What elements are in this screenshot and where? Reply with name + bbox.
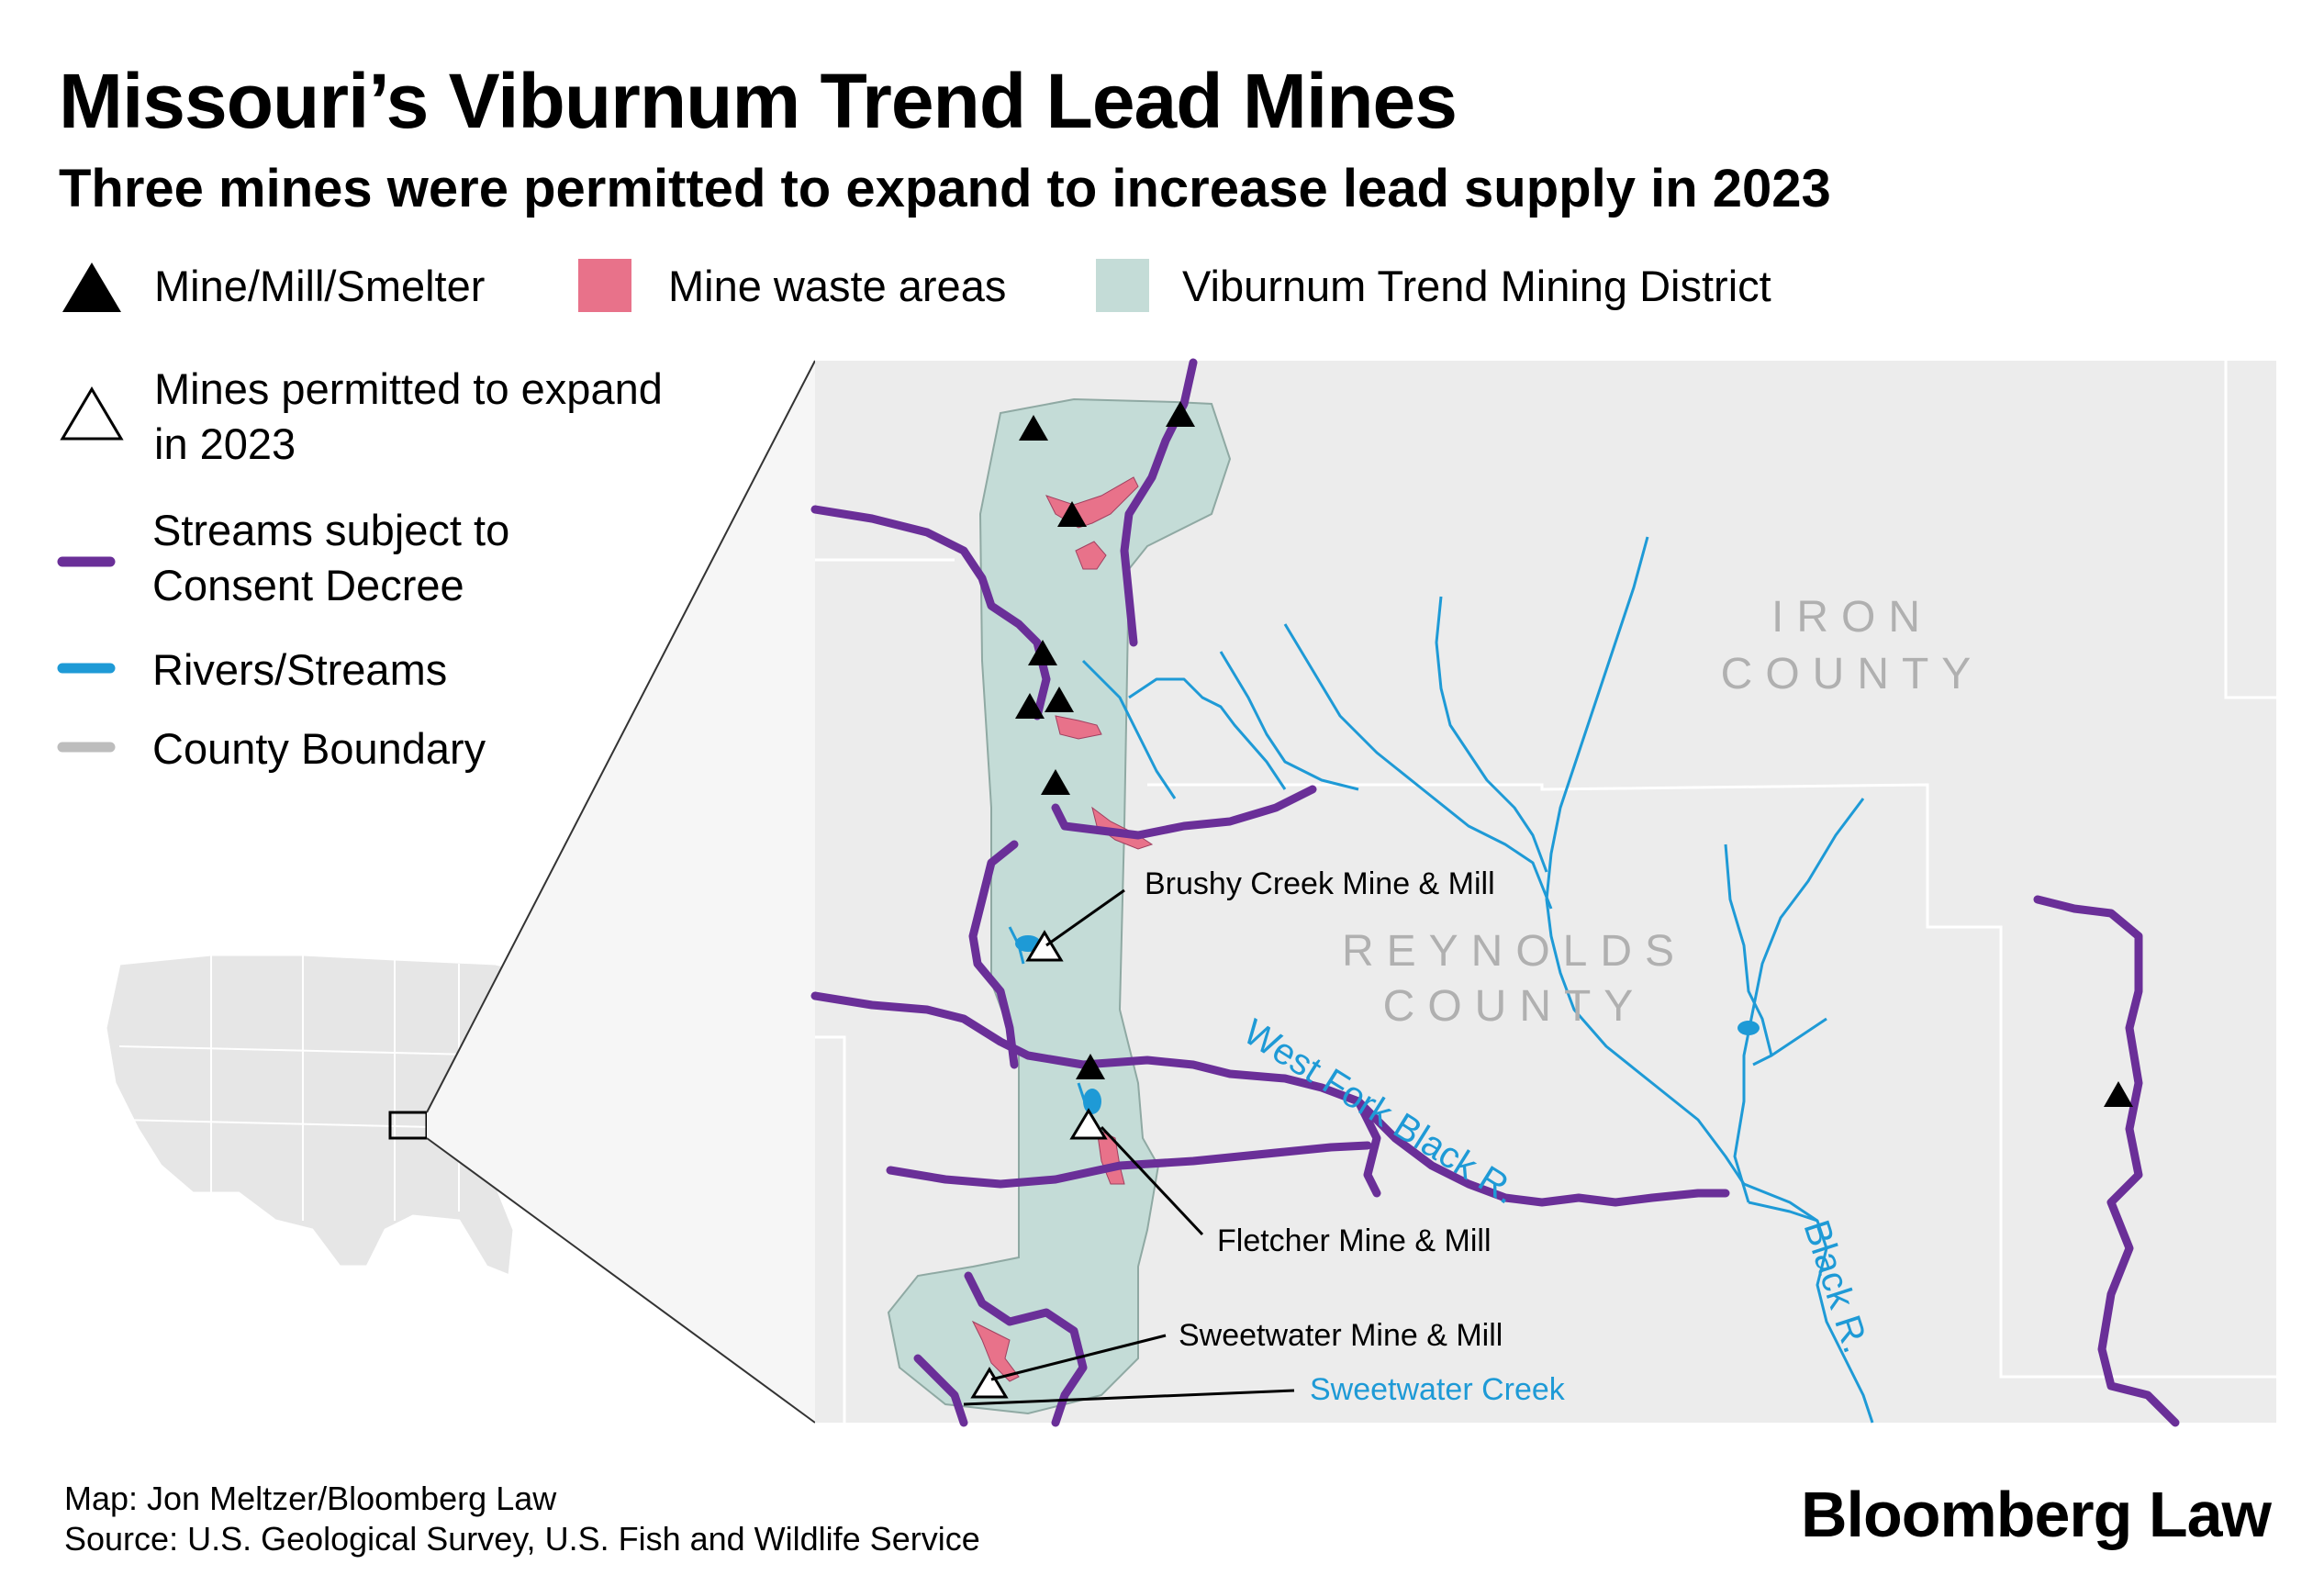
mine-icon [1166,401,1195,427]
mine-icon [1028,640,1057,665]
sweetwater-mine-icon [970,1367,1009,1399]
brushy-creek-mine-icon [1025,930,1064,962]
callout-lines [963,888,1295,1406]
legend-expand-label: Mines permitted to expand [154,364,663,413]
zoom-wedge [427,361,815,1423]
legend-symbols [57,259,1149,753]
rivers-streams [1008,536,1874,1424]
legend-waste-swatch [578,259,631,312]
mine-markers [1015,401,2133,1107]
legend-consent-label-2: Consent Decree [152,561,464,609]
county-label-iron-2: COUNTY [1721,650,1984,698]
legend-mine-icon [62,262,121,312]
page-title: Missouri’s Viburnum Trend Lead Mines [59,58,1458,144]
label-fletcher: Fletcher Mine & Mill [1217,1223,1492,1258]
legend-waste-label: Mine waste areas [668,262,1007,310]
mine-icon [1015,693,1045,719]
county-label-reynolds-2: COUNTY [1383,982,1647,1031]
mine-icon [1045,687,1074,712]
county-label-iron: IRON [1771,593,1933,642]
mine-icon [1019,415,1048,441]
legend-consent-label: Streams subject to [152,506,510,554]
mine-icon [2104,1081,2133,1107]
legend-district-swatch [1096,259,1149,312]
mine-icon [1057,501,1087,527]
mine-icon [1041,769,1070,795]
legend-county-label: County Boundary [152,724,486,773]
legend-rivers-label: Rivers/Streams [152,645,448,694]
legend-expand-icon [60,386,124,441]
map-credit: Map: Jon Meltzer/Bloomberg Law [64,1480,557,1517]
legend-expand-label-2: in 2023 [154,419,296,468]
label-sweetwater: Sweetwater Mine & Mill [1179,1318,1503,1353]
mine-icon [1076,1054,1105,1079]
map-source: Source: U.S. Geological Survey, U.S. Fis… [64,1520,980,1558]
county-label-reynolds: REYNOLDS [1342,927,1687,976]
main-map [810,358,2276,1427]
legend-district-label: Viburnum Trend Mining District [1182,262,1771,310]
brand-logo: Bloomberg Law [1800,1479,2272,1550]
legend-mine-label: Mine/Mill/Smelter [154,262,486,310]
page-subtitle: Three mines were permitted to expand to … [59,159,1831,218]
fletcher-mine-icon [1069,1108,1108,1140]
expand-mine-markers [970,930,1108,1399]
label-brushy-creek: Brushy Creek Mine & Mill [1145,866,1495,901]
label-sweetwater-creek: Sweetwater Creek [1310,1372,1566,1407]
county-boundaries [815,361,2276,1423]
